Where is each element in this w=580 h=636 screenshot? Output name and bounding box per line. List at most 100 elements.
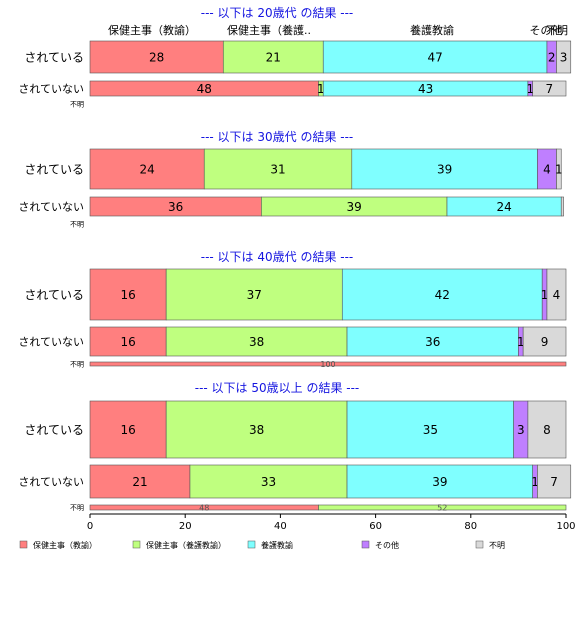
data-label: 7 [546, 82, 554, 96]
header-label: その他 [530, 24, 563, 37]
legend-swatch [132, 540, 141, 549]
x-tick-label: 80 [464, 521, 477, 532]
data-label: 9 [541, 335, 549, 349]
bar-segment [189, 464, 348, 499]
data-label: 4 [553, 288, 561, 302]
data-label: 16 [120, 288, 135, 302]
row-label: 不明 [70, 101, 84, 109]
data-label: 36 [168, 200, 183, 214]
legend-swatch [475, 540, 484, 549]
bar-segment [89, 148, 205, 190]
row-label: されている [24, 288, 84, 302]
data-label: 38 [249, 423, 264, 437]
bar-segment [165, 326, 348, 357]
bar-segment [346, 464, 533, 499]
data-label: 1 [517, 335, 525, 349]
data-label: 1 [531, 475, 539, 489]
legend-label: その他 [375, 540, 399, 550]
legend-swatch [19, 540, 28, 549]
bar-segment [537, 464, 572, 499]
x-tick-label: 100 [556, 521, 575, 532]
bar-segment [165, 268, 343, 321]
row-label: されている [24, 423, 84, 437]
row-label: されていない [18, 201, 84, 214]
legend-label: 不明 [489, 541, 505, 550]
bar-segment [89, 464, 191, 499]
legend-label: 保健主事（教諭） [33, 540, 97, 550]
bar-segment [556, 40, 572, 74]
row-label: 不明 [70, 361, 84, 369]
data-label: 36 [425, 335, 440, 349]
data-label: 3 [517, 423, 525, 437]
header-label: 不明 [546, 24, 568, 37]
bar-segment [527, 400, 567, 459]
data-label: 16 [120, 335, 135, 349]
data-label: 48 [197, 82, 212, 96]
data-label: 4 [543, 163, 551, 177]
bar-segment [341, 268, 543, 321]
data-label: 35 [423, 423, 438, 437]
data-label: 1 [555, 163, 563, 177]
legend-swatch [361, 540, 370, 549]
bar-segment [346, 400, 514, 459]
data-label: 24 [139, 163, 154, 177]
data-label: 31 [270, 163, 285, 177]
data-label: 1 [526, 82, 534, 96]
row-label: されていない [18, 476, 84, 489]
panel-title: --- 以下は 50歳以上 の結果 --- [195, 381, 360, 395]
bar-segment [89, 361, 567, 367]
data-label: 3 [560, 51, 568, 65]
bar-segment [203, 148, 353, 190]
header-label: 養護教諭 [410, 23, 454, 37]
data-label: 8 [543, 423, 551, 437]
data-label: 39 [437, 163, 452, 177]
bar-segment [346, 326, 519, 357]
row-label: 不明 [70, 221, 84, 229]
bar-segment [89, 326, 167, 357]
x-tick-label: 0 [87, 521, 93, 532]
data-label: 21 [132, 475, 147, 489]
panel-title: --- 以下は 20歳代 の結果 --- [201, 6, 354, 20]
panel-title: --- 以下は 40歳代 の結果 --- [201, 250, 354, 264]
x-tick-label: 40 [274, 521, 287, 532]
row-label: されている [24, 163, 84, 177]
data-label: 42 [435, 288, 450, 302]
row-label: されている [24, 51, 84, 65]
bar-segment [522, 326, 567, 357]
bar-segment [318, 504, 567, 511]
data-label: 100 [320, 360, 335, 369]
row-label: 不明 [70, 504, 84, 512]
data-label: 1 [317, 82, 325, 96]
legend-swatch [247, 540, 256, 549]
panel-title: --- 以下は 30歳代 の結果 --- [201, 130, 354, 144]
legend-label: 養護教諭 [261, 540, 293, 550]
bar-segment [560, 196, 564, 217]
bar-segment [546, 268, 567, 321]
header-label: 保健主事（教諭） [108, 23, 196, 37]
data-label: 1 [541, 288, 549, 302]
data-label: 7 [550, 475, 558, 489]
bar-segment [532, 80, 567, 97]
bar-segment [222, 40, 324, 74]
bar-segment [165, 400, 348, 459]
row-label: されていない [18, 83, 84, 96]
data-label: 43 [418, 82, 433, 96]
data-label: 39 [432, 475, 447, 489]
data-label: 24 [496, 200, 511, 214]
data-label: 28 [149, 51, 164, 65]
bar-segment [89, 268, 167, 321]
data-label: 39 [347, 200, 362, 214]
header-label: 保健主事（養護.. [227, 23, 311, 37]
data-label: 16 [120, 423, 135, 437]
data-label: 33 [261, 475, 276, 489]
bar-segment [556, 148, 562, 190]
x-tick-label: 60 [369, 521, 382, 532]
bar-segment [351, 148, 538, 190]
data-label: 48 [199, 504, 209, 513]
data-label: 47 [427, 51, 442, 65]
data-label: 38 [249, 335, 264, 349]
bar-segment [89, 400, 167, 459]
row-label: されていない [18, 336, 84, 349]
legend-label: 保健主事（養護教諭） [146, 540, 226, 550]
